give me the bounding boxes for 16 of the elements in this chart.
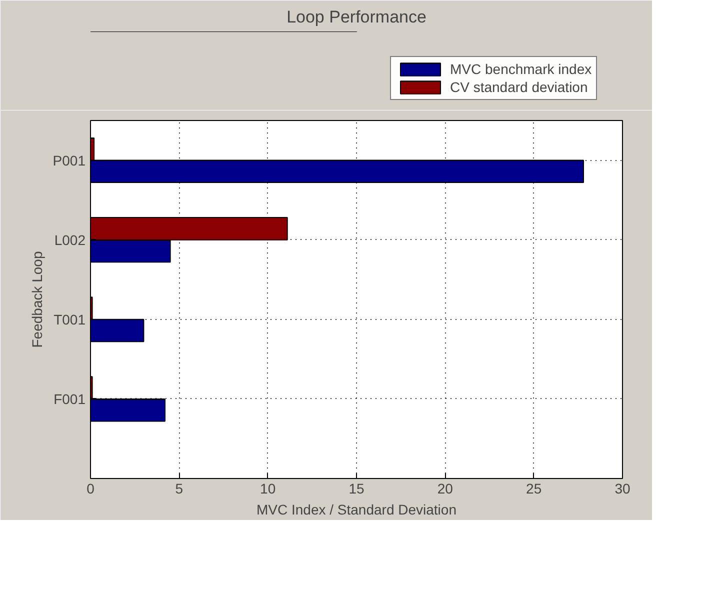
y-axis-title: Feedback Loop xyxy=(28,251,45,348)
y-tick-label: F001 xyxy=(54,390,86,407)
x-tick-label: 0 xyxy=(86,480,95,496)
x-tick-label: 20 xyxy=(437,480,454,496)
x-tick-label: 25 xyxy=(526,480,542,496)
x-tick-label: 10 xyxy=(260,480,276,496)
y-tick-label: P001 xyxy=(52,152,86,168)
y-tick-label: L002 xyxy=(54,232,86,248)
x-tick-label: 5 xyxy=(175,480,184,496)
y-tick-label: T001 xyxy=(54,311,86,328)
legend-label: CV standard deviation xyxy=(450,79,588,95)
chart-title: Loop Performance xyxy=(286,8,426,26)
legend-label: MVC benchmark index xyxy=(450,61,592,77)
x-tick-label: 30 xyxy=(614,480,630,496)
x-axis-title: MVC Index / Standard Deviation xyxy=(256,502,457,518)
x-tick-label: 15 xyxy=(348,480,364,496)
